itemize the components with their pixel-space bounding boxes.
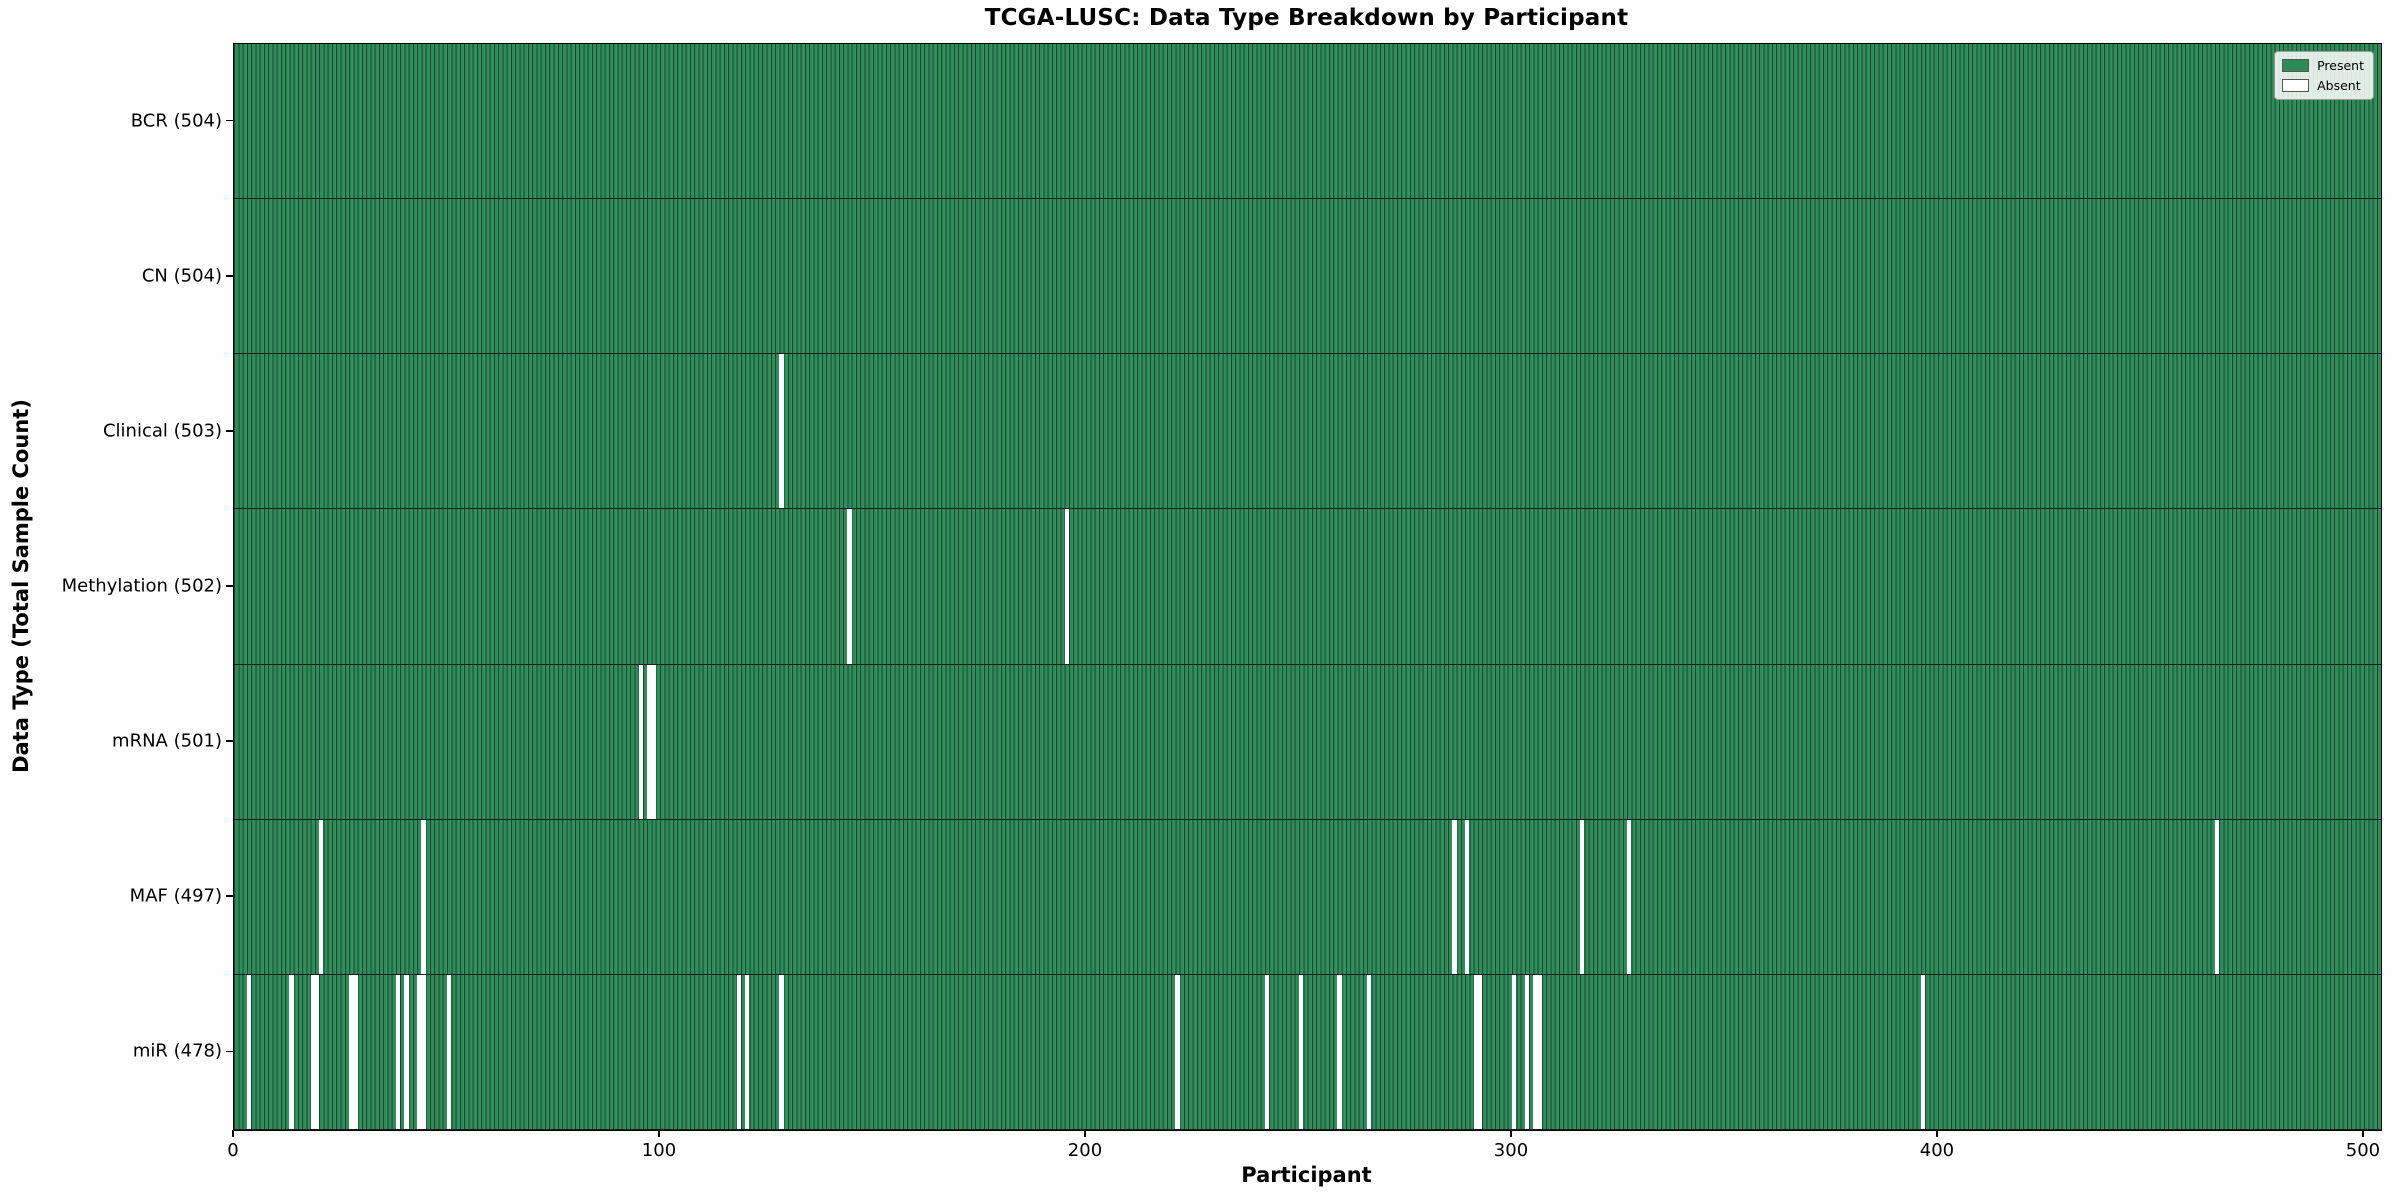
absent-gap (1064, 509, 1069, 664)
absent-gap (847, 509, 852, 664)
chart-row-mrna (234, 664, 2381, 820)
absent-gap (779, 974, 784, 1129)
absent-gap (638, 664, 643, 819)
absent-gap (446, 974, 452, 1129)
absent-gap (651, 664, 656, 819)
y-tick-mark (226, 274, 233, 277)
chart-row-clinical (234, 354, 2381, 510)
absent-gap (647, 664, 652, 819)
absent-gap (1264, 974, 1270, 1129)
absent-gap (314, 974, 320, 1129)
x-axis-title: Participant (1241, 1163, 1372, 1187)
absent-gap (1580, 819, 1585, 974)
y-axis-title: Data Type (Total Sample Count) (9, 399, 33, 773)
absent-gap (736, 974, 741, 1129)
y-tick-label-mir: miR (478) (132, 1040, 222, 1062)
absent-gap (1533, 974, 1538, 1129)
y-tick-mark (226, 585, 233, 587)
absent-gap (1626, 819, 1632, 974)
legend-label-absent: Absent (2317, 78, 2361, 93)
absent-gap (421, 819, 426, 974)
y-tick-label-mrna: mRNA (501) (112, 730, 222, 752)
absent-swatch-icon (2282, 79, 2310, 92)
absent-gap (1298, 974, 1304, 1129)
x-tick-mark-500 (2362, 1130, 2364, 1137)
legend: Present Absent (2274, 51, 2374, 100)
absent-gap (1524, 974, 1530, 1129)
y-tick-label-methylation: Methylation (502) (61, 575, 222, 597)
y-tick-mark (226, 740, 233, 742)
x-tick-label-400: 400 (1919, 1140, 1955, 1161)
x-tick-mark-400 (1936, 1130, 1938, 1137)
x-tick-mark-200 (1084, 1130, 1086, 1137)
x-tick-mark-100 (658, 1130, 660, 1137)
absent-gap (417, 974, 422, 1129)
legend-entry-present: Present (2282, 58, 2364, 73)
absent-gap (319, 819, 324, 974)
absent-gap (246, 974, 252, 1129)
absent-gap (421, 974, 426, 1129)
absent-gap (1175, 974, 1180, 1129)
absent-gap (353, 974, 358, 1129)
plot-area: Present Absent (233, 43, 2382, 1131)
chart-title: TCGA-LUSC: Data Type Breakdown by Partic… (984, 5, 1629, 31)
absent-gap (1511, 974, 1517, 1129)
chart-row-bcr (234, 44, 2381, 200)
absent-gap (1537, 974, 1542, 1129)
legend-entry-absent: Absent (2282, 78, 2364, 93)
x-tick-mark-300 (1510, 1130, 1512, 1137)
absent-gap (1477, 974, 1483, 1129)
absent-gap (289, 974, 294, 1129)
y-tick-mark (226, 1050, 233, 1053)
absent-gap (745, 974, 750, 1129)
y-tick-mark (226, 895, 233, 898)
absent-gap (1465, 819, 1470, 974)
x-tick-mark-0 (232, 1130, 234, 1137)
y-tick-label-cn: CN (504) (141, 265, 222, 287)
x-tick-label-0: 0 (227, 1140, 239, 1161)
absent-gap (1337, 974, 1342, 1129)
chart-row-maf (234, 819, 2381, 975)
x-tick-label-500: 500 (2345, 1140, 2381, 1161)
absent-gap (1452, 819, 1457, 974)
y-tick-label-bcr: BCR (504) (130, 110, 222, 132)
x-tick-label-300: 300 (1493, 1140, 1529, 1161)
absent-gap (395, 974, 401, 1129)
x-tick-label-100: 100 (641, 1140, 677, 1161)
chart-row-methylation (234, 509, 2381, 665)
present-swatch-icon (2282, 59, 2310, 72)
absent-gap (1920, 974, 1926, 1129)
y-tick-label-clinical: Clinical (503) (102, 420, 222, 442)
y-tick-mark (226, 430, 233, 432)
chart-row-mir (234, 974, 2381, 1130)
absent-gap (2214, 819, 2220, 974)
absent-gap (404, 974, 409, 1129)
absent-gap (310, 974, 315, 1129)
absent-gap (349, 974, 354, 1129)
x-tick-label-200: 200 (1067, 1140, 1103, 1161)
legend-label-present: Present (2317, 58, 2364, 73)
absent-gap (779, 354, 784, 509)
chart-row-cn (234, 199, 2381, 355)
y-tick-label-maf: MAF (497) (129, 885, 222, 907)
absent-gap (1367, 974, 1372, 1129)
y-tick-mark (226, 119, 233, 122)
absent-gap (1473, 974, 1478, 1129)
